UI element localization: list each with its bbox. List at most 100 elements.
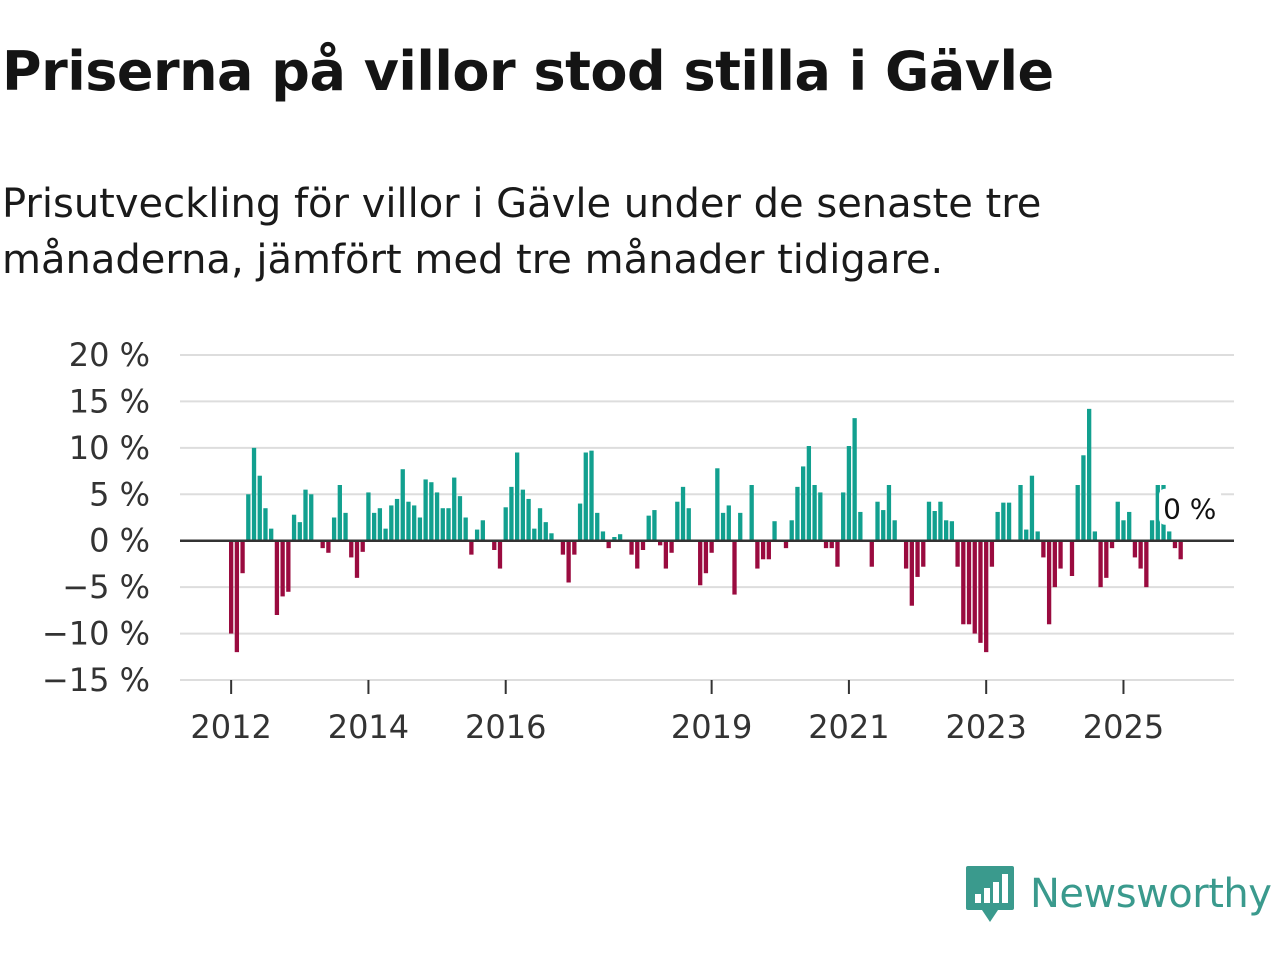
- bar: [452, 477, 457, 541]
- bar: [709, 540, 714, 553]
- bar: [595, 512, 600, 541]
- bar: [503, 507, 508, 541]
- bar: [229, 540, 234, 634]
- bar: [412, 505, 417, 541]
- bar: [1155, 485, 1160, 541]
- bar: [326, 540, 331, 553]
- bar: [240, 540, 245, 574]
- bar: [291, 514, 297, 541]
- bar: [1081, 455, 1086, 541]
- bar: [469, 540, 474, 555]
- bar: [349, 540, 354, 558]
- bar: [1172, 540, 1178, 549]
- bar: [446, 508, 451, 541]
- bar: [303, 489, 308, 541]
- bar: [932, 511, 937, 541]
- bar: [394, 498, 400, 541]
- brand-logo[interactable]: Newsworthy: [964, 864, 1272, 924]
- bar: [280, 540, 285, 597]
- bar: [1052, 540, 1057, 588]
- bar: [549, 533, 554, 541]
- bar: [789, 520, 794, 541]
- bar: [440, 508, 445, 541]
- bar: [1098, 540, 1103, 588]
- bar: [1018, 485, 1023, 541]
- annotations: 0 %: [1159, 488, 1222, 526]
- y-tick-label: 20 %: [69, 336, 150, 374]
- bar: [1178, 540, 1183, 560]
- bar: [972, 540, 977, 634]
- bar: [1041, 540, 1046, 558]
- bar: [423, 479, 428, 541]
- bar: [658, 540, 663, 546]
- bar: [1092, 531, 1098, 541]
- bar: [1127, 511, 1132, 541]
- bar: [417, 517, 423, 541]
- bar: [995, 511, 1000, 541]
- bar: [463, 517, 468, 541]
- bar: [474, 529, 480, 541]
- y-tick-label: −15 %: [42, 661, 150, 699]
- bar: [1138, 540, 1143, 569]
- bar: [795, 486, 800, 541]
- bar: [331, 517, 337, 541]
- bar: [532, 528, 537, 541]
- bar: [526, 498, 531, 541]
- page-subtitle: Prisutveckling för villor i Gävle under …: [2, 181, 1042, 283]
- bar: [1087, 408, 1092, 541]
- bar: [337, 485, 342, 541]
- bar: [1029, 475, 1035, 541]
- bar: [1058, 540, 1063, 569]
- bar: [926, 501, 932, 541]
- bar: [686, 508, 691, 541]
- brand-name: Newsworthy: [1030, 871, 1272, 917]
- bar: [406, 501, 411, 541]
- bar: [1121, 520, 1126, 541]
- bar: [760, 540, 766, 560]
- x-tick-label: 2014: [328, 708, 409, 746]
- bar: [801, 466, 806, 541]
- bar: [755, 540, 760, 569]
- bar: [1006, 502, 1012, 541]
- bar: [577, 503, 583, 541]
- bar: [978, 540, 983, 643]
- bar: [949, 521, 955, 541]
- bar: [354, 540, 360, 578]
- bar: [726, 505, 731, 541]
- bar: [749, 485, 754, 541]
- bar: [841, 492, 846, 541]
- latest-value-label: 0 %: [1163, 493, 1216, 526]
- bar: [434, 492, 440, 541]
- bar: [1024, 529, 1029, 541]
- x-tick-label: 2025: [1083, 708, 1164, 746]
- bar: [875, 501, 880, 541]
- x-tick-label: 2016: [465, 708, 546, 746]
- bar: [1075, 485, 1080, 541]
- bar: [389, 505, 394, 541]
- bar: [257, 475, 262, 541]
- bar: [566, 540, 571, 583]
- y-tick-label: 5 %: [89, 475, 150, 513]
- x-tick-label: 2019: [671, 708, 752, 746]
- bar: [652, 510, 657, 541]
- bar: [858, 511, 863, 541]
- bar: [823, 540, 829, 549]
- newsworthy-logo-icon: [966, 866, 1014, 922]
- bar-series: [229, 408, 1183, 653]
- bar: [989, 540, 995, 567]
- bar: [961, 540, 966, 625]
- y-tick-label: 10 %: [69, 429, 150, 467]
- bar: [509, 486, 514, 541]
- bar: [246, 494, 251, 541]
- bar: [938, 501, 943, 541]
- y-tick-label: 0 %: [89, 522, 150, 560]
- bar: [955, 540, 960, 567]
- bar: [944, 520, 949, 541]
- bar: [698, 540, 703, 586]
- bar: [886, 485, 892, 541]
- bar: [1144, 540, 1149, 588]
- bar: [515, 452, 520, 541]
- bar: [1167, 531, 1172, 541]
- bar: [732, 540, 737, 595]
- bar: [909, 540, 914, 606]
